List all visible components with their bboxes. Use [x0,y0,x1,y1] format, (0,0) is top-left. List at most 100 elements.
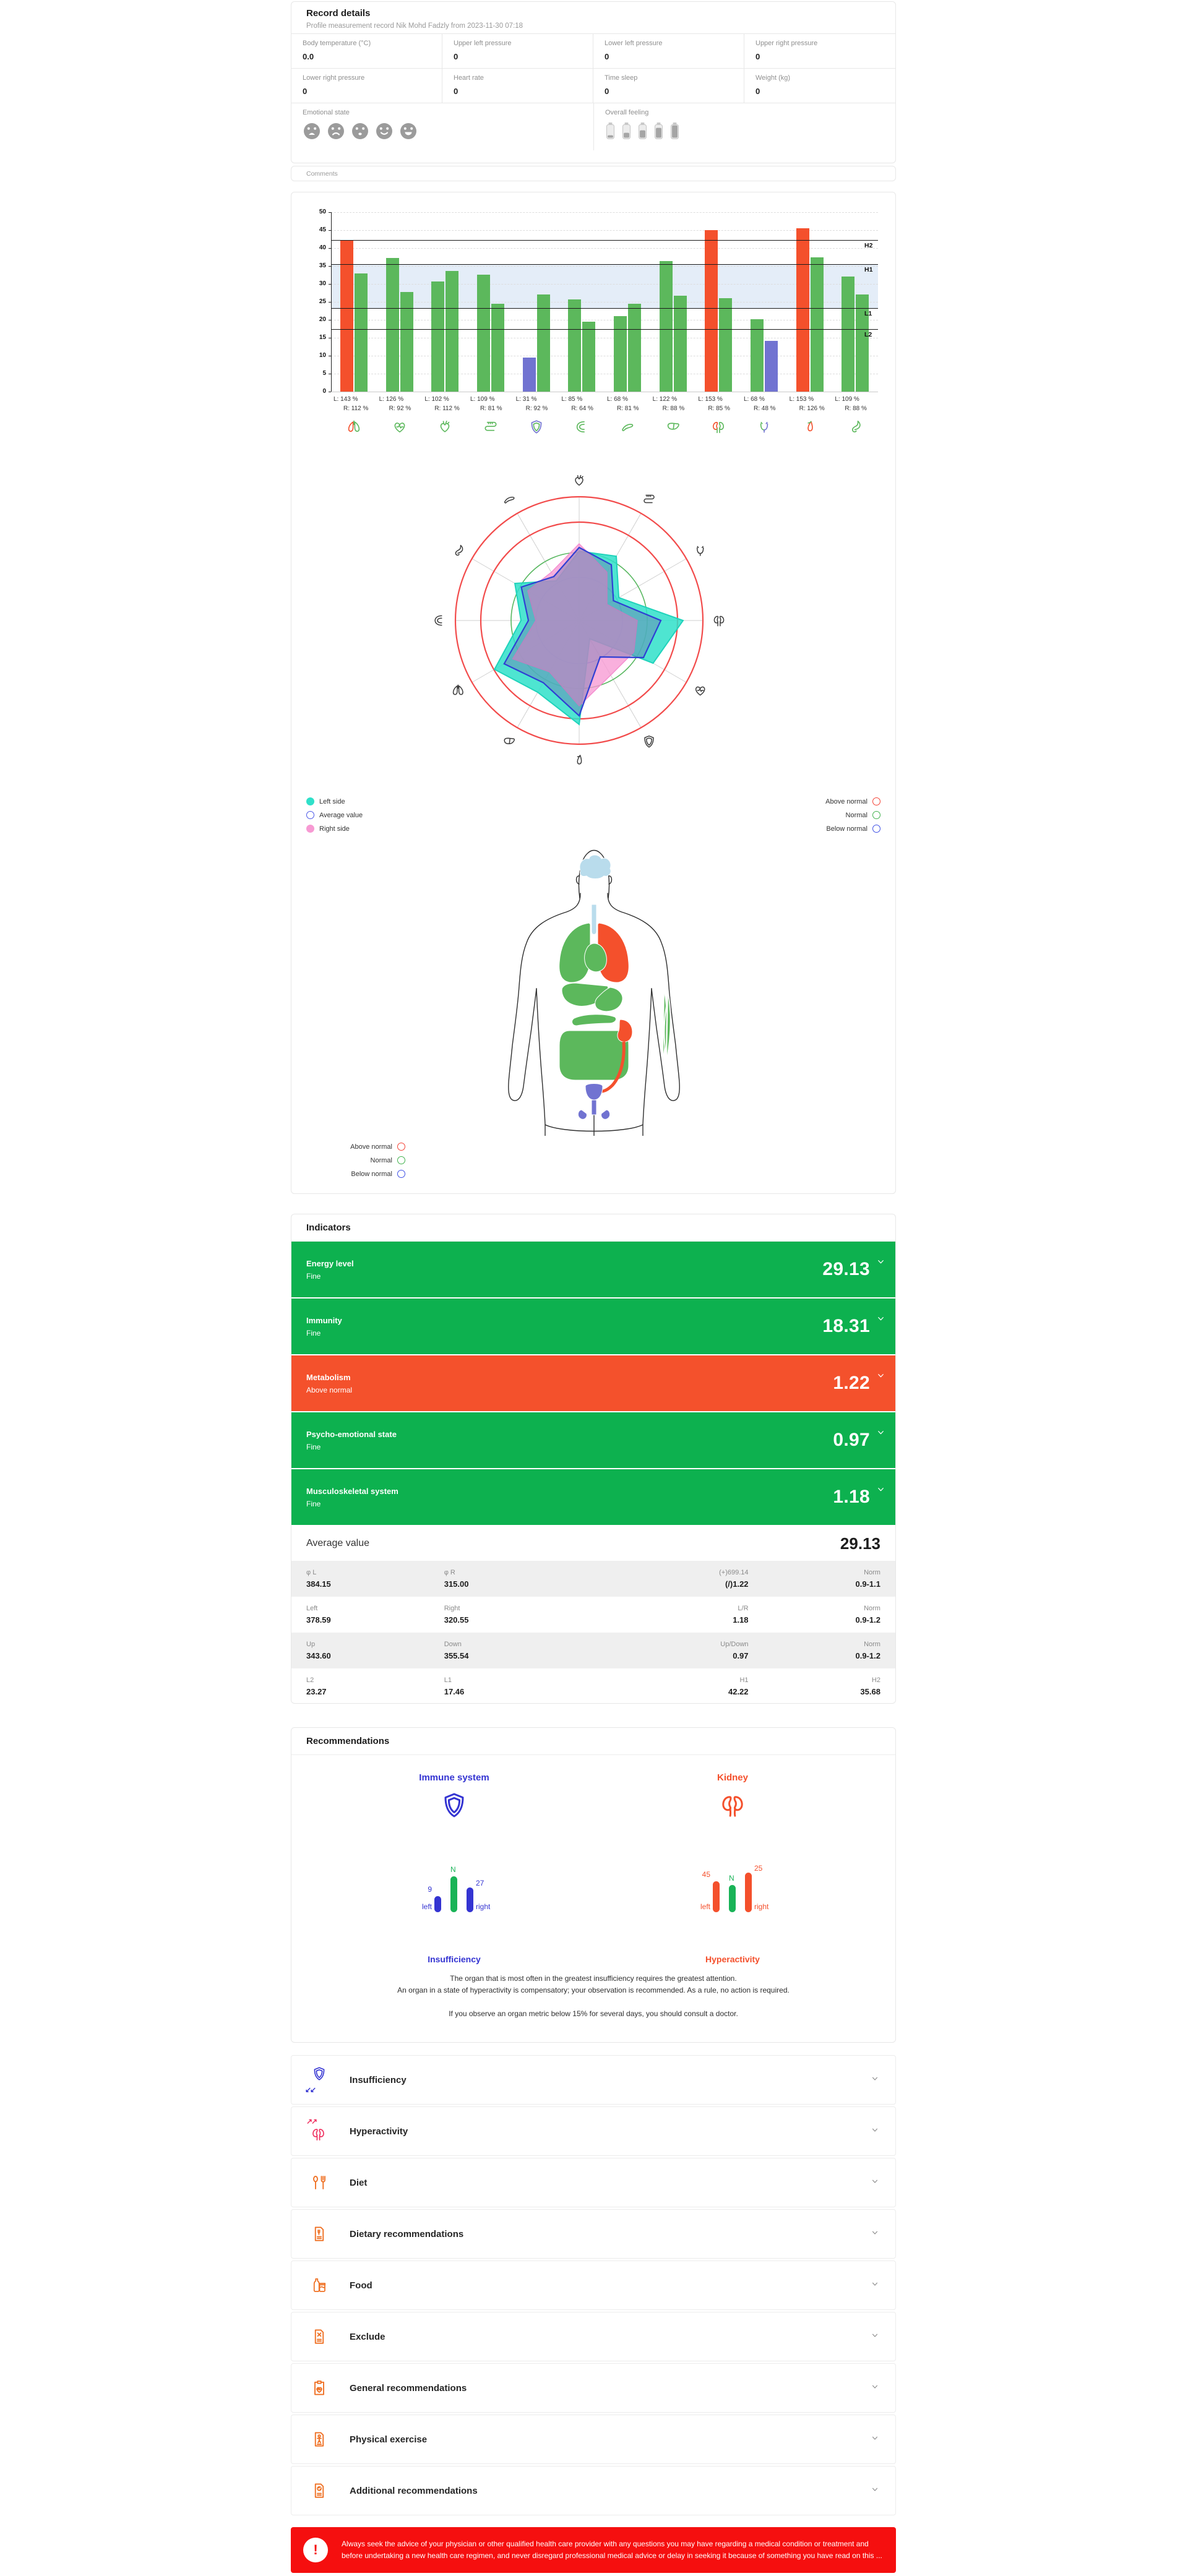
accordion-item-physical-exercise[interactable]: Physical exercise [291,2415,896,2464]
bladder-organ [585,1083,603,1101]
average-value-label: Average value [306,1538,369,1548]
radar-series-legend: Left side Average value Right side [306,797,430,838]
bar-left-kidneys [705,230,718,392]
chevron-down-icon [872,2385,878,2389]
organ-name: Immune system [419,1772,489,1783]
cell-value: 315.00 [444,1579,469,1589]
cell-value: 1.18 [733,1615,749,1625]
bar-right-heart-pulse [400,291,413,392]
accordion-label: Physical exercise [350,2434,428,2445]
cell-label: Down [444,1641,462,1648]
crying-face-icon[interactable] [303,122,321,144]
document-person-icon [305,2425,334,2454]
field-body-temperature-c-[interactable]: Body temperature (°C) 0.0 [291,34,442,69]
battery-80-icon[interactable] [653,122,664,143]
battery-40-icon[interactable] [621,122,632,143]
chevron-down-icon [872,2488,878,2491]
limit-line-H2 [331,240,878,241]
y-axis-line [331,212,332,392]
minibar-norm-label: N [729,1874,734,1883]
recommendation-note-1: The organ that is most often in the grea… [397,1974,790,1994]
disclaimer-banner: ! Always seek the advice of your physici… [291,2527,896,2573]
indicator-status: Fine [306,1499,321,1508]
comments-bar[interactable]: Comments [291,166,896,181]
bar-right-label: R: 64 % [571,405,593,412]
y-axis-tick: 20 [319,316,326,323]
bar-left-label: L: 31 % [515,396,537,403]
accordion-item-additional-recommendations[interactable]: Additional recommendations [291,2466,896,2515]
cell-value: 42.22 [728,1687,749,1696]
minibar-right-value: 25 [754,1864,763,1873]
kidneys-icon [713,616,725,627]
unsure-face-icon[interactable] [351,122,369,144]
tick-mark [329,302,331,303]
indicator-label: Metabolism [306,1372,351,1382]
bar-left-liver [659,261,673,392]
legend-item-left-side: Left side [306,797,430,805]
cell-label: H2 [871,1677,880,1684]
battery-100-icon[interactable] [669,122,680,143]
field-time-sleep[interactable]: Time sleep 0 [593,69,744,103]
heart-pulse-icon [394,423,405,433]
indicator-right: 0.97 [833,1430,885,1451]
cell-value: 0.9-1.2 [855,1615,880,1625]
bladder-icon [760,422,768,433]
shield-icon [644,735,654,748]
body-levels-legend: Above normal Normal Below normal [306,1143,405,1183]
accordion-item-insufficiency[interactable]: ↙↙ Insufficiency [291,2055,896,2105]
sad-face-icon[interactable] [327,122,345,144]
bar-left-intestine [476,274,490,392]
accordion-item-hyperactivity[interactable]: ↗↗ Hyperactivity [291,2106,896,2156]
field-weight-kg-[interactable]: Weight (kg) 0 [744,69,895,103]
organ-icon-cell [802,419,818,438]
legend-swatch [306,797,314,805]
accordion-item-food[interactable]: Food [291,2260,896,2310]
indicator-row-energy-level[interactable]: Energy level Fine 29.13 [291,1242,895,1297]
chevron-down-icon [872,2231,878,2235]
battery-60-icon[interactable] [637,122,648,143]
radar-ring-above-normal-outer [454,496,704,745]
measurement-fields: Body temperature (°C) 0.0 Upper left press… [291,33,895,103]
intestine-icon [484,421,497,431]
document-cutlery-icon [305,2220,334,2248]
accordion-item-exclude[interactable]: Exclude [291,2312,896,2361]
indicator-value: 18.31 [822,1316,870,1336]
table-cell: φ R 315.00 [444,1569,593,1589]
field-upper-right-pressure[interactable]: Upper right pressure 0 [744,34,895,69]
accordion-item-dietary-recommendations[interactable]: Dietary recommendations [291,2209,896,2259]
accordion-item-diet[interactable]: Diet [291,2158,896,2207]
indicator-row-metabolism[interactable]: Metabolism Above normal 1.22 [291,1355,895,1411]
trend-arrows: ↙↙ [305,2085,316,2094]
comments-label: Comments [306,170,338,178]
accordion-item-general-recommendations[interactable]: General recommendations [291,2363,896,2413]
indicator-row-musculoskeletal-system[interactable]: Musculoskeletal system Fine 1.18 [291,1469,895,1525]
cutlery-icon [305,2168,334,2197]
smiling-face-icon[interactable] [375,122,394,144]
field-lower-left-pressure[interactable]: Lower left pressure 0 [593,34,744,69]
intestine-icon [644,494,655,504]
indicator-right: 1.22 [833,1373,885,1394]
organ-radar-chart [418,458,740,796]
legend-swatch [872,797,880,805]
recommendations-title: Recommendations [291,1728,895,1755]
recommendation-note-2: If you observe an organ metric below 15%… [449,2009,738,2019]
bar-right-stomach [856,294,869,392]
field-value: 0 [454,87,458,96]
indicator-right: 18.31 [822,1316,885,1337]
field-value: 0.0 [303,52,314,61]
body-diagram [489,845,699,1136]
average-table: φ L 384.15 φ R 315.00 (+)699.14 (/)1.22 Norm 0.… [291,1561,895,1704]
cell-label: L1 [444,1677,452,1684]
indicator-row-psycho-emotional-state[interactable]: Psycho-emotional state Fine 0.97 [291,1412,895,1468]
tick-mark [329,284,331,285]
field-upper-left-pressure[interactable]: Upper left pressure 0 [442,34,593,69]
field-lower-right-pressure[interactable]: Lower right pressure 0 [291,69,442,103]
body-outline [508,849,680,1136]
field-heart-rate[interactable]: Heart rate 0 [442,69,593,103]
happy-face-icon[interactable] [399,122,418,144]
gridline [331,284,878,285]
radar-average-series [503,546,662,717]
battery-20-icon[interactable] [605,122,616,143]
indicator-row-immunity[interactable]: Immunity Fine 18.31 [291,1299,895,1354]
legend-swatch [306,825,314,833]
